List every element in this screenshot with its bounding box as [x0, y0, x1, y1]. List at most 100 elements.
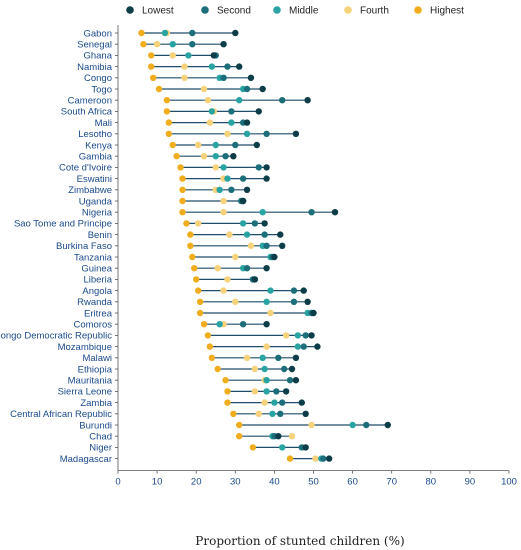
y-tick-label-togo: Togo — [91, 84, 112, 95]
y-tick-label-congo: Congo — [84, 73, 112, 84]
x-axis-title: Proportion of stunted children (%) — [195, 534, 404, 548]
dot-senegal-highest — [140, 41, 147, 48]
dot-liberia-fourth — [224, 276, 231, 283]
dot-senegal-middle — [169, 41, 176, 48]
dot-mauritania-lowest — [292, 377, 300, 384]
y-tick-label-south-africa: South Africa — [61, 107, 113, 118]
dot-niger-highest — [249, 444, 257, 451]
dot-angola-middle — [267, 287, 274, 294]
dot-lesotho-middle — [243, 130, 251, 137]
dot-mozambique-second — [300, 343, 307, 350]
dot-congo-democratic-republic-highest — [204, 332, 212, 339]
dot-guinea-lowest — [263, 265, 270, 272]
y-tick-label-gabon: Gabon — [83, 28, 112, 39]
dot-central-african-republic-second — [277, 410, 284, 417]
dot-sierra-leone-highest — [224, 388, 231, 395]
row-mali: Mali — [95, 118, 251, 129]
legend-label-middle: Middle — [289, 6, 319, 17]
dot-congo-democratic-republic-second — [302, 332, 309, 339]
y-tick-label-mauritania: Mauritania — [68, 376, 113, 387]
dot-south-africa-highest — [163, 108, 171, 115]
y-tick-label-burkina-faso: Burkina Faso — [56, 241, 112, 252]
dot-eritrea-highest — [196, 309, 204, 317]
row-mauritania: Mauritania — [68, 376, 300, 387]
dot-rwanda-lowest — [304, 298, 311, 305]
dot-burkina-faso-second — [263, 242, 270, 249]
dot-tanzania-fourth — [232, 253, 239, 261]
dot-namibia-fourth — [181, 63, 188, 70]
dot-chad-fourth — [288, 433, 296, 440]
row-cote-d-ivoire: Cote d'Ivoire — [59, 163, 270, 174]
dot-sierra-leone-middle — [263, 388, 270, 395]
dot-comoros-middle — [216, 321, 223, 328]
dot-zimbabwe-middle — [216, 186, 223, 193]
dot-cote-d-ivoire-highest — [177, 164, 184, 171]
y-tick-label-tanzania: Tanzania — [74, 252, 113, 263]
dot-burundi-highest — [236, 421, 243, 429]
row-congo-democratic-republic: Congo Democratic Republic — [0, 331, 315, 342]
y-tick-label-liberia: Liberia — [83, 275, 112, 286]
dot-zambia-highest — [224, 399, 231, 406]
legend-marker-middle — [273, 6, 281, 14]
dot-angola-highest — [194, 287, 202, 294]
row-nigeria: Nigeria — [82, 208, 339, 219]
y-tick-label-benin: Benin — [88, 230, 112, 241]
dot-sierra-leone-second — [273, 388, 280, 395]
row-mozambique: Mozambique — [58, 342, 321, 353]
dot-eswatini-second — [239, 175, 247, 182]
row-sierra-leone: Sierra Leone — [58, 387, 290, 398]
y-tick-label-zimbabwe: Zimbabwe — [68, 185, 112, 196]
dot-mozambique-lowest — [314, 343, 321, 350]
dot-cameroon-fourth — [204, 97, 212, 104]
row-togo: Togo — [91, 84, 266, 95]
dot-namibia-middle — [208, 63, 216, 70]
dot-ethiopia-middle — [261, 365, 268, 373]
dot-sierra-leone-fourth — [251, 388, 259, 395]
dot-cameroon-lowest — [304, 97, 311, 104]
country-rows: GabonSenegalGhanaNamibiaCongoTogoCameroo… — [0, 28, 391, 465]
dot-benin-fourth — [226, 231, 233, 238]
dot-burkina-faso-highest — [187, 242, 194, 249]
dot-zimbabwe-highest — [179, 186, 186, 193]
dot-congo-democratic-republic-middle — [294, 332, 302, 339]
row-burundi: Burundi — [79, 420, 391, 431]
row-namibia: Namibia — [77, 62, 243, 73]
row-cameroon: Cameroon — [68, 96, 311, 107]
legend-marker-second — [201, 6, 209, 14]
y-tick-label-mali: Mali — [95, 118, 112, 129]
dot-niger-lowest — [302, 444, 309, 451]
row-zimbabwe: Zimbabwe — [68, 185, 251, 196]
dot-ethiopia-fourth — [251, 365, 259, 373]
dot-senegal-lowest — [220, 41, 227, 48]
row-kenya: Kenya — [85, 140, 261, 151]
dot-congo-lowest — [247, 74, 255, 82]
dot-kenya-middle — [212, 141, 219, 149]
row-ethiopia: Ethiopia — [78, 364, 296, 375]
y-tick-label-cote-d-ivoire: Cote d'Ivoire — [59, 163, 112, 174]
dot-rwanda-highest — [196, 298, 204, 305]
dot-malawi-highest — [208, 354, 216, 361]
dot-benin-middle — [243, 231, 251, 238]
row-south-africa: South Africa — [61, 107, 262, 118]
dot-liberia-lowest — [251, 276, 259, 283]
dot-cote-d-ivoire-fourth — [212, 164, 219, 171]
y-tick-label-angola: Angola — [82, 286, 112, 297]
dot-gambia-lowest — [230, 153, 237, 160]
dot-rwanda-second — [290, 298, 298, 305]
dot-zambia-fourth — [261, 399, 268, 406]
y-tick-label-ethiopia: Ethiopia — [78, 364, 113, 375]
dot-zambia-middle — [271, 399, 278, 406]
dot-madagascar-highest — [286, 455, 294, 462]
dot-sao-tome-and-principe-highest — [183, 220, 190, 227]
row-angola: Angola — [82, 286, 307, 297]
dot-comoros-second — [239, 321, 247, 328]
dot-central-african-republic-middle — [269, 410, 276, 417]
dot-tanzania-highest — [189, 253, 196, 261]
y-tick-label-congo-democratic-republic: Congo Democratic Republic — [0, 331, 112, 342]
dot-congo-fourth — [181, 74, 188, 82]
x-tick-label-90: 90 — [465, 477, 476, 488]
y-tick-label-kenya: Kenya — [85, 140, 113, 151]
dot-south-africa-second — [228, 108, 235, 115]
dot-sao-tome-and-principe-lowest — [261, 220, 268, 227]
row-eswatini: Eswatini — [77, 174, 270, 185]
